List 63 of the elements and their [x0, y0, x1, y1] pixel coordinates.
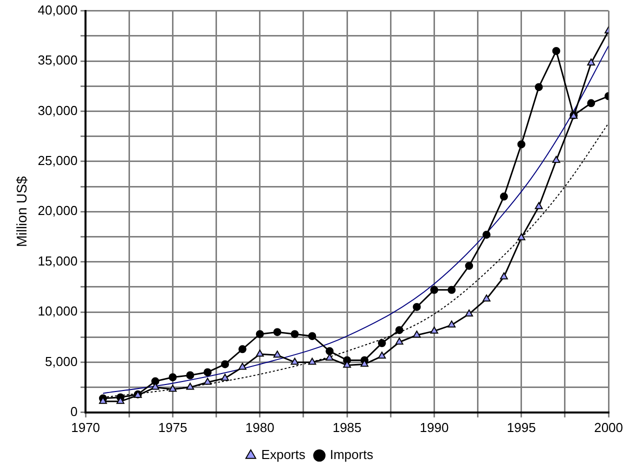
- point: [290, 358, 299, 365]
- point: [378, 339, 386, 348]
- point: [256, 350, 264, 357]
- point: [308, 332, 316, 340]
- point: [186, 371, 194, 380]
- point: [465, 262, 474, 270]
- point: [448, 286, 456, 294]
- point: [482, 230, 491, 239]
- point: [273, 328, 282, 336]
- x-tick-label: 1985: [332, 420, 362, 435]
- y-tick-label: 30,000: [38, 102, 78, 118]
- x-tick-label: 1980: [245, 420, 274, 435]
- point: [221, 360, 230, 368]
- point: [273, 350, 282, 358]
- x-tick-label: 1990: [420, 420, 449, 435]
- y-tick-label: 5,000: [45, 354, 78, 369]
- point: [517, 233, 526, 240]
- y-tick-label: 10,000: [38, 304, 78, 319]
- y-axis-title: Million US$: [13, 176, 30, 248]
- point: [465, 310, 474, 317]
- point: [412, 302, 421, 311]
- point: [587, 99, 596, 108]
- point: [238, 362, 246, 370]
- point: [256, 330, 264, 338]
- x-tick-label: 1995: [506, 420, 536, 435]
- point: [534, 83, 543, 92]
- point: [378, 352, 386, 359]
- point: [500, 192, 508, 201]
- point: [186, 382, 194, 390]
- point: [552, 46, 560, 55]
- point: [395, 326, 404, 334]
- point: [204, 378, 212, 385]
- y-tick-label: 25,000: [38, 152, 78, 168]
- x-tick-label: 1970: [71, 420, 100, 435]
- point: [204, 368, 212, 376]
- point: [168, 373, 177, 382]
- point: [308, 358, 316, 365]
- point: [587, 58, 596, 66]
- point: [517, 140, 526, 148]
- point: [448, 320, 456, 328]
- point: [412, 330, 421, 338]
- point: [534, 202, 543, 210]
- x-tick-label: 1975: [158, 420, 188, 435]
- point: [168, 384, 177, 392]
- point: [238, 345, 246, 354]
- legend-label: Exports: [261, 447, 306, 462]
- y-tick-label: 35,000: [38, 52, 78, 68]
- point: [221, 374, 229, 381]
- y-tick-label: 40,000: [38, 2, 78, 18]
- point: [290, 330, 299, 338]
- y-tick-label: 0: [70, 404, 78, 419]
- point: [326, 347, 334, 356]
- point: [552, 156, 560, 163]
- x-tick-label: 2000: [594, 420, 623, 435]
- y-tick-label: 20,000: [38, 203, 78, 218]
- point: [482, 294, 490, 302]
- point: [430, 286, 438, 294]
- point: [326, 354, 334, 361]
- point: [395, 338, 404, 345]
- y-tick-label: 15,000: [38, 253, 78, 268]
- point: [500, 272, 508, 280]
- legend-label: Imports: [330, 447, 374, 462]
- point: [430, 326, 438, 334]
